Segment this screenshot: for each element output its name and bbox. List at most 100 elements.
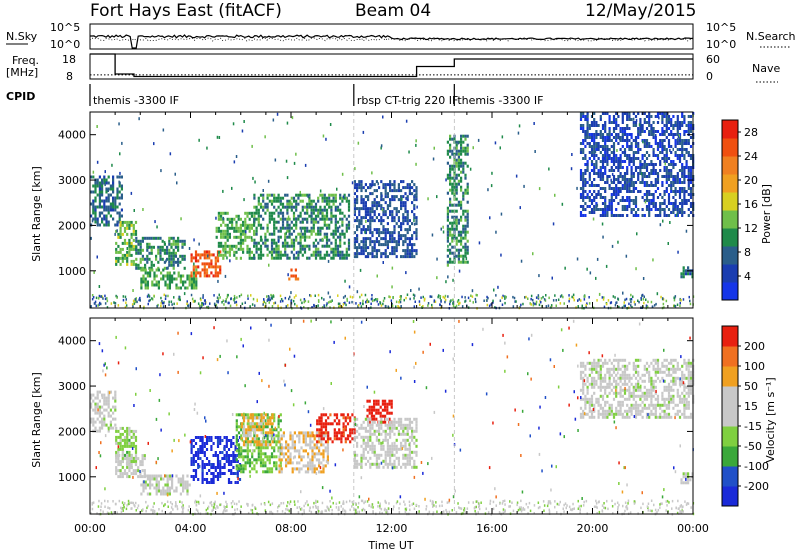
- echo-cell: [139, 463, 142, 467]
- echo-cell: [369, 240, 372, 244]
- echo-cell: [220, 244, 223, 248]
- echo-cell: [644, 200, 647, 204]
- echo-cell: [226, 217, 229, 221]
- echo-cell: [685, 199, 688, 202]
- echo-cell: [194, 274, 198, 278]
- echo-cell: [221, 457, 224, 460]
- echo-cell: [330, 232, 333, 236]
- echo-cell: [610, 214, 613, 217]
- echo-cell: [195, 277, 198, 281]
- echo-cell: [466, 182, 469, 186]
- echo-cell: [362, 237, 365, 241]
- echo-cell: [309, 464, 312, 468]
- echo-cell: [306, 244, 309, 248]
- echo-cell: [681, 181, 684, 184]
- echo-cell: [663, 166, 666, 169]
- echo-cell: [612, 214, 616, 217]
- echo-cell: [457, 302, 460, 305]
- echo-cell: [593, 121, 596, 124]
- echo-cell: [453, 191, 456, 195]
- echo-cell: [262, 303, 264, 306]
- echo-cell: [286, 244, 289, 248]
- echo-cell: [601, 157, 605, 160]
- echo-cell: [395, 222, 398, 226]
- echo-cell: [630, 157, 633, 160]
- echo-cell: [626, 157, 629, 160]
- echo-cell: [469, 167, 472, 171]
- echo-cell: [306, 229, 309, 233]
- echo-cell: [360, 293, 363, 297]
- echo-cell: [279, 229, 282, 233]
- echo-cell: [655, 302, 657, 306]
- echo-cell: [170, 257, 173, 261]
- echo-cell: [128, 432, 131, 436]
- echo-cell: [137, 239, 140, 243]
- echo-cell: [610, 205, 613, 208]
- echo-cell: [353, 213, 356, 217]
- echo-cell: [139, 251, 142, 255]
- echo-cell: [367, 252, 370, 256]
- echo-cell: [251, 452, 254, 456]
- echo-cell: [90, 305, 92, 308]
- echo-cell: [277, 211, 280, 215]
- echo-cell: [220, 232, 223, 236]
- echo-cell: [608, 127, 611, 130]
- echo-cell: [239, 229, 242, 233]
- echo-cell: [90, 417, 93, 421]
- echo-cell: [290, 226, 293, 230]
- echo-cell: [667, 163, 671, 166]
- echo-cell: [588, 124, 591, 127]
- echo-cell: [654, 178, 657, 181]
- echo-cell: [166, 271, 169, 275]
- echo-cell: [163, 251, 166, 255]
- echo-cell: [360, 189, 363, 193]
- echo-cell: [130, 223, 133, 227]
- echo-cell: [626, 139, 629, 142]
- echo-cell: [270, 247, 274, 251]
- echo-cell: [263, 298, 265, 301]
- echo-cell: [617, 136, 620, 139]
- echo-cell: [257, 199, 260, 203]
- echo-cell: [334, 199, 337, 203]
- echo-cell: [590, 121, 594, 124]
- echo-cell: [681, 142, 684, 145]
- echo-cell: [174, 242, 177, 246]
- echo-cell: [223, 472, 226, 475]
- echo-cell: [661, 139, 664, 142]
- echo-cell: [329, 295, 331, 299]
- echo-cell: [331, 422, 334, 426]
- echo-cell: [445, 178, 447, 182]
- echo-cell: [382, 183, 385, 187]
- echo-cell: [259, 223, 263, 227]
- echo-cell: [494, 141, 497, 145]
- echo-cell: [451, 182, 454, 186]
- echo-cell: [678, 178, 682, 181]
- echo-cell: [115, 229, 118, 233]
- echo-cell: [258, 443, 261, 447]
- echo-cell: [452, 302, 455, 306]
- echo-cell: [325, 241, 329, 245]
- echo-cell: [121, 253, 124, 257]
- echo-cell: [275, 440, 278, 444]
- echo-cell: [286, 223, 289, 227]
- echo-cell: [321, 226, 324, 230]
- echo-cell: [615, 187, 618, 190]
- echo-cell: [115, 456, 118, 460]
- echo-cell: [462, 197, 465, 201]
- echo-cell: [643, 163, 646, 166]
- echo-cell: [270, 199, 274, 203]
- echo-cell: [284, 226, 287, 230]
- echo-cell: [168, 248, 171, 252]
- echo-cell: [244, 467, 247, 471]
- echo-cell: [275, 208, 278, 212]
- echo-cell: [101, 417, 104, 421]
- echo-cell: [687, 142, 690, 145]
- echo-cell: [260, 440, 263, 444]
- echo-cell: [525, 295, 527, 299]
- echo-cell: [467, 296, 470, 300]
- echo-cell: [140, 483, 143, 487]
- echo-cell: [190, 451, 193, 454]
- echo-cell: [678, 211, 682, 214]
- echo-cell: [538, 187, 541, 191]
- echo-cell: [281, 226, 285, 230]
